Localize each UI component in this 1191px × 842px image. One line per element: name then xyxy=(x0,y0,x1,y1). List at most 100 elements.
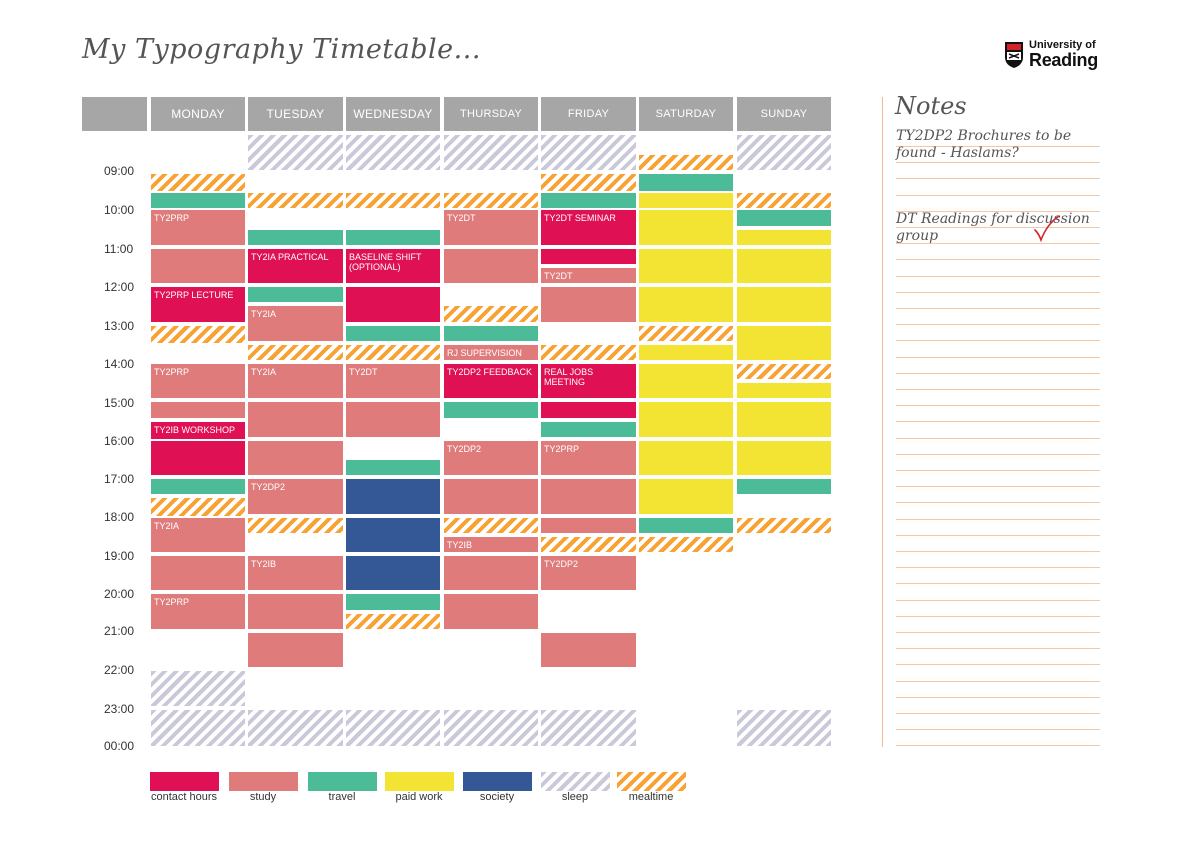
sleep-block xyxy=(248,135,343,170)
day-header-tuesday: TUESDAY xyxy=(248,97,343,131)
legend-swatch-sleep xyxy=(541,772,610,791)
block-label: TY2DT xyxy=(349,366,378,377)
study-block xyxy=(248,402,343,437)
sleep-block xyxy=(541,135,636,170)
legend-label-study: study xyxy=(249,791,277,803)
note-line xyxy=(896,178,1100,179)
paid-block xyxy=(639,248,733,284)
block-label: TY2DP2 xyxy=(447,443,482,454)
study-block: TY2IA xyxy=(151,517,245,553)
study-block xyxy=(444,248,538,284)
note-entry[interactable]: TY2DP2 Brochures to be found - Haslams? xyxy=(896,128,1072,161)
meal-block xyxy=(151,498,245,516)
society-block xyxy=(346,517,440,553)
logo-line2: Reading xyxy=(1029,50,1098,70)
meal-block xyxy=(346,344,440,361)
meal-block xyxy=(346,613,440,629)
travel-block xyxy=(444,325,538,341)
block-label: TY2PRP xyxy=(154,213,190,224)
contact-block xyxy=(346,287,440,322)
contact-block: REAL JOBS MEETING xyxy=(541,363,636,399)
header-corner xyxy=(82,97,147,131)
study-block xyxy=(151,248,245,284)
sleep-block xyxy=(346,709,440,746)
sleep-block xyxy=(151,709,245,746)
study-block: TY2IB xyxy=(248,555,343,591)
meal-block xyxy=(151,173,245,192)
note-line xyxy=(896,438,1100,439)
sleep-block xyxy=(444,135,538,170)
travel-block xyxy=(346,229,440,245)
block-label: TY2DP2 FEEDBACK xyxy=(447,366,533,377)
time-label: 20:00 xyxy=(104,587,135,601)
block-label: TY2IA xyxy=(251,309,277,320)
paid-block xyxy=(639,344,733,361)
meal-block xyxy=(248,193,343,209)
shield-icon xyxy=(1005,41,1023,68)
block-label: TY2DT xyxy=(447,213,476,224)
study-block xyxy=(541,287,636,322)
page-title: My Typography Timetable... xyxy=(82,34,481,65)
study-block xyxy=(151,555,245,591)
legend-swatch-study xyxy=(229,772,298,791)
note-line xyxy=(896,648,1100,649)
paid-block xyxy=(639,440,733,476)
study-block: TY2IA xyxy=(248,363,343,399)
day-header-monday: MONDAY xyxy=(151,97,245,131)
contact-block xyxy=(541,402,636,418)
legend-swatch-contact xyxy=(150,772,219,791)
meal-block xyxy=(737,517,831,533)
meal-block xyxy=(541,173,636,192)
study-block: TY2PRP xyxy=(541,440,636,476)
legend-label-mealtime: mealtime xyxy=(628,791,674,803)
contact-block: TY2IA PRACTICAL xyxy=(248,248,343,284)
note-line xyxy=(896,195,1100,196)
note-line xyxy=(896,308,1100,309)
study-block xyxy=(444,555,538,591)
sleep-block xyxy=(346,135,440,170)
travel-block xyxy=(541,421,636,437)
study-block xyxy=(541,517,636,533)
note-entry[interactable]: DT Readings for discussion group xyxy=(896,211,1090,244)
travel-block xyxy=(248,287,343,303)
time-label: 12:00 xyxy=(104,280,135,294)
meal-block xyxy=(737,193,831,209)
contact-block: BASELINE SHIFT (OPTIONAL) xyxy=(346,248,440,284)
time-label: 11:00 xyxy=(104,242,134,256)
meal-block xyxy=(639,325,733,341)
time-label: 13:00 xyxy=(104,319,135,333)
study-block: TY2IA xyxy=(248,306,343,341)
block-label: TY2PRP xyxy=(544,443,580,454)
study-block: RJ SUPERVISION xyxy=(444,344,538,361)
study-block: TY2PRP xyxy=(151,210,245,245)
paid-block xyxy=(737,383,831,399)
paid-block xyxy=(639,363,733,399)
paid-block xyxy=(737,440,831,476)
travel-block xyxy=(346,459,440,476)
note-line xyxy=(896,567,1100,568)
note-line xyxy=(896,340,1100,341)
note-line xyxy=(896,681,1100,682)
paid-block xyxy=(639,479,733,514)
note-line xyxy=(896,729,1100,730)
meal-block xyxy=(444,193,538,209)
travel-block xyxy=(444,402,538,418)
legend-swatch-travel xyxy=(308,772,377,791)
note-line xyxy=(896,470,1100,471)
university-logo: University of Reading xyxy=(1004,40,1098,69)
paid-block xyxy=(639,402,733,437)
travel-block xyxy=(639,173,733,192)
note-line xyxy=(896,211,1100,212)
legend-label-sleep: sleep xyxy=(561,791,589,803)
contact-block xyxy=(151,440,245,476)
travel-block xyxy=(151,193,245,209)
meal-block xyxy=(639,154,733,170)
note-line xyxy=(896,454,1100,455)
legend-label-society: society xyxy=(479,791,515,803)
meal-block xyxy=(737,363,831,380)
study-block xyxy=(444,594,538,629)
block-label: TY2IA xyxy=(251,366,277,377)
study-block xyxy=(541,632,636,668)
contact-block: TY2IB WORKSHOP xyxy=(151,421,245,439)
study-block: TY2DP2 xyxy=(444,440,538,476)
